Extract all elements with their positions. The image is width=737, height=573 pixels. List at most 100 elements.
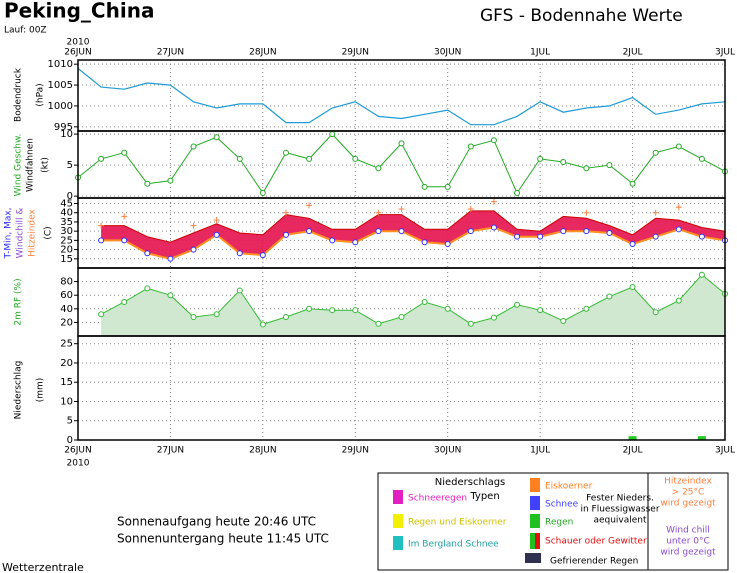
legend-note: wird gezeigt (660, 499, 716, 509)
y-tick-label: 0 (67, 435, 73, 446)
legend-title: Niederschlags (435, 477, 506, 488)
y-label: (hPa) (36, 83, 46, 106)
y-tick-label: 35 (60, 217, 73, 228)
y-tick-label: 1005 (48, 80, 73, 91)
min-point (421, 239, 428, 246)
panel-frame (77, 59, 726, 132)
heat-index (306, 202, 313, 209)
legend-box (377, 472, 729, 571)
min-point (282, 231, 289, 238)
wind-point (259, 190, 266, 197)
date-label: 2JUL (623, 446, 643, 456)
heat-index (213, 217, 220, 224)
rh-point (352, 307, 359, 314)
rh-point (490, 314, 497, 321)
wind-point (190, 143, 197, 150)
wind-point (444, 183, 451, 190)
rh-point (121, 299, 128, 305)
rh-area (101, 274, 726, 336)
y-tick-label: 80 (60, 277, 73, 288)
y-tick-label: 25 (60, 339, 73, 350)
rh-point (144, 285, 151, 292)
y-tick-label: 10 (60, 396, 73, 407)
min-point (98, 237, 105, 244)
legend-note: in Fluessigwasser (580, 505, 659, 515)
y-tick-label: 40 (60, 304, 73, 315)
year: 2010 (67, 38, 90, 48)
sunset: Sonnenuntergang heute 11:45 UTC (117, 532, 329, 546)
rh-point (606, 293, 613, 300)
y-tick-label: 995 (54, 122, 73, 133)
heat-index (375, 209, 382, 216)
legend-item: Regen (545, 518, 573, 528)
min-point (537, 233, 544, 240)
y-tick-label: 5 (67, 416, 73, 427)
rh-line (100, 274, 726, 325)
wind-point (560, 159, 567, 166)
y-tick-label: 20 (60, 358, 73, 369)
date-label: 30JUN (434, 48, 461, 58)
wind-point (282, 149, 289, 156)
swatch (530, 478, 540, 492)
date-label: 27JUN (157, 48, 184, 58)
rh-point (629, 284, 636, 291)
subtitle: GFS - Bodennahe Werte (480, 6, 683, 26)
y-tick-label: 10 (60, 129, 73, 140)
y-tick-label: 0 (67, 191, 73, 202)
heat-index (490, 198, 497, 205)
min-point (144, 250, 151, 257)
min-point (560, 228, 567, 235)
date-label: 27JUN (157, 446, 184, 456)
sunrise: Sonnenaufgang heute 20:46 UTC (117, 515, 316, 529)
y-tick-label: 40 (60, 208, 73, 219)
min-point (583, 228, 590, 235)
wind-point (629, 180, 636, 187)
wind-point (352, 155, 359, 162)
rh-point (421, 299, 428, 305)
panel: 0 5 10 (60, 129, 728, 202)
legend-note: > 25°C (672, 488, 705, 498)
y-label: (C) (44, 226, 54, 239)
wind-point (167, 177, 174, 184)
wind-point (698, 155, 705, 162)
max-line (101, 210, 726, 243)
date-label: 3JUL (715, 48, 735, 58)
rh-point (398, 313, 405, 320)
precip-bar (697, 436, 706, 440)
date-label: 2JUL (623, 48, 643, 58)
min-point (236, 250, 243, 257)
date-label: 29JUN (342, 48, 369, 58)
y-tick-label: 1010 (48, 59, 73, 70)
y-tick-label: 20 (60, 245, 73, 256)
date-label: 28JUN (249, 446, 276, 456)
panel: 995 1000 1005 1010 (48, 59, 726, 133)
legend-item: Schnee (545, 500, 579, 510)
y-label: Bodendruck (14, 67, 24, 122)
y-tick-label: 15 (60, 377, 73, 388)
y-tick-label: 20 (60, 317, 73, 328)
heat-index (121, 213, 128, 220)
heat-index (98, 222, 105, 229)
min-point (444, 241, 451, 248)
wind-point (467, 143, 474, 150)
legend-note: Wind chill (666, 526, 710, 536)
heat-index (190, 222, 197, 229)
date-label: 26JUN (64, 48, 91, 58)
panel: 0 5 10 15 20 25 (60, 335, 726, 446)
legend-item: Regen und Eiskoerner (408, 518, 507, 528)
y-label: (mm) (36, 378, 46, 403)
min-point (167, 255, 174, 262)
heat-index (652, 209, 659, 216)
heat-index (398, 206, 405, 213)
heat-index (583, 209, 590, 216)
rh-point (514, 301, 521, 308)
swatch (530, 533, 535, 549)
credit: Wetterzentrale (2, 561, 84, 573)
rh-point (306, 305, 313, 312)
y-tick-label: 15 (60, 254, 73, 265)
y-tick-label: 5 (67, 160, 73, 171)
min-point (675, 226, 682, 233)
rh-point (236, 287, 243, 294)
min-point (121, 237, 128, 244)
y-label: Windchill & (16, 208, 26, 259)
